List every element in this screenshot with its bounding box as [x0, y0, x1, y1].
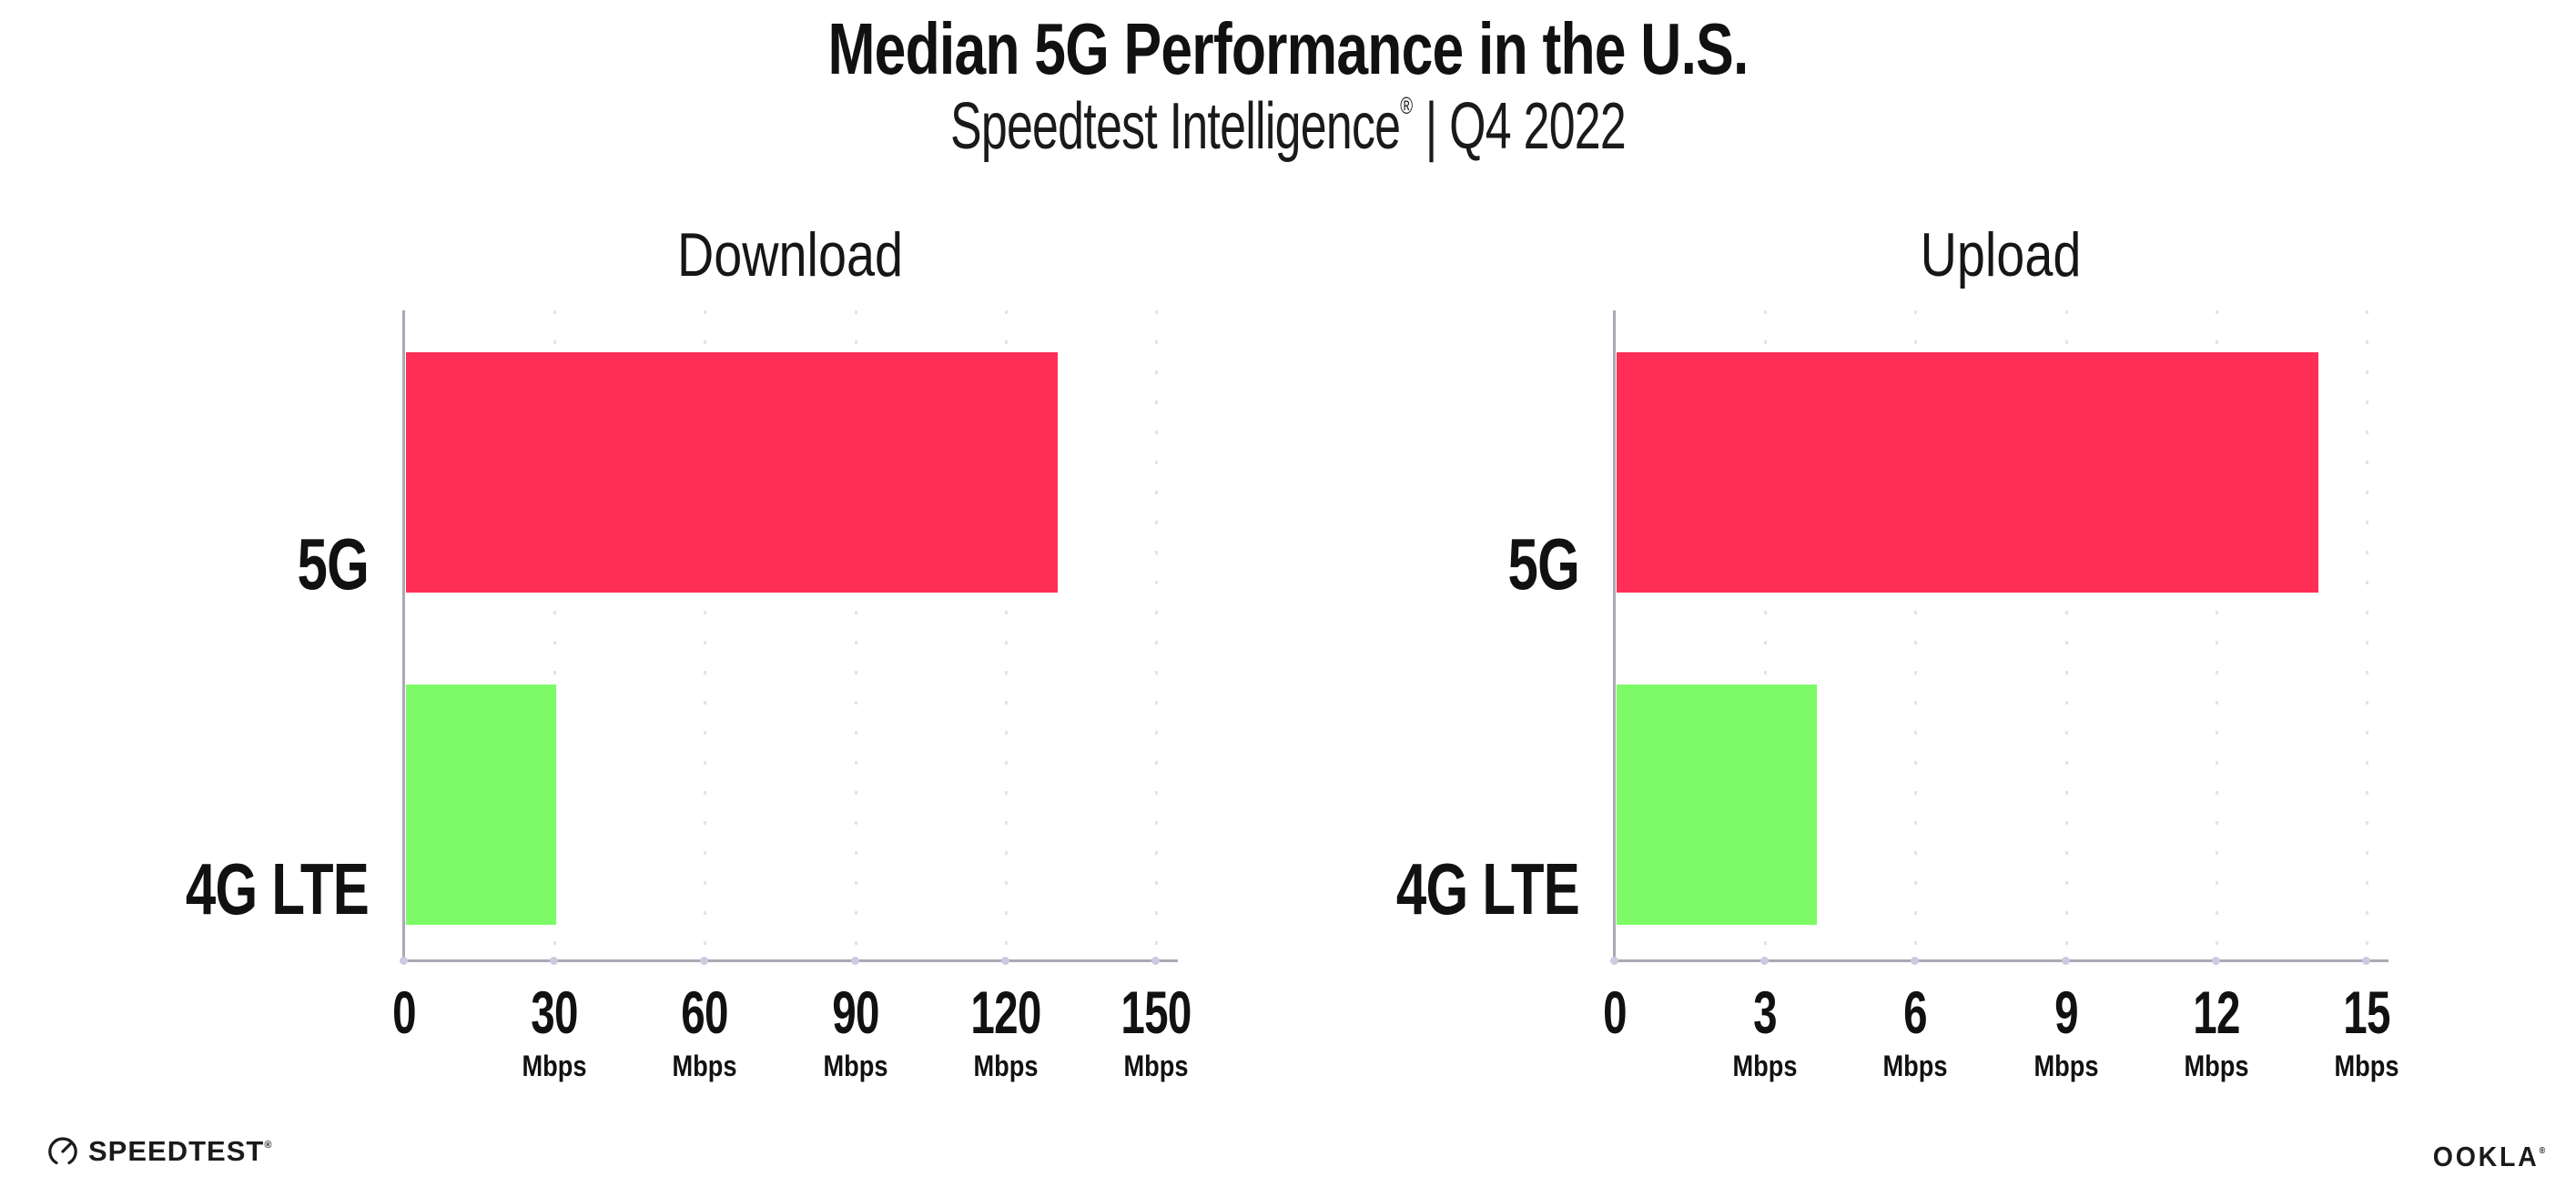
gridline [553, 310, 557, 960]
x-axis-line [1613, 959, 2388, 962]
gridline [1155, 310, 1158, 960]
x-axis-tick-dot [700, 957, 709, 965]
subtitle-brand: Speedtest Intelligence [949, 90, 1401, 163]
bar-5g-upload [1617, 352, 2318, 593]
x-tick-unit: Mbps [823, 1050, 888, 1083]
x-tick-label: 150 [1121, 979, 1192, 1046]
x-axis-line [402, 959, 1178, 962]
x-axis-tick-dot [1760, 957, 1770, 965]
x-tick-label: 6 [1903, 979, 1928, 1046]
download-chart: Download 5G 4G LTE 0 30 Mbps 60 Mbps 90 Mbps 120… [91, 218, 1220, 1129]
x-axis-tick-dot [1610, 957, 1618, 965]
x-tick-unit: Mbps [1882, 1050, 1948, 1083]
x-tick: 0 [320, 979, 488, 1046]
x-axis-tick-dot [1911, 957, 1920, 965]
registered-mark-icon: ® [2539, 1146, 2545, 1156]
speedtest-logo: SPEEDTEST® [47, 1135, 271, 1168]
x-tick-label: 0 [392, 979, 416, 1046]
category-axis: 5G 4G LTE [91, 218, 370, 1129]
x-tick-label: 3 [1753, 979, 1778, 1046]
x-tick: 30 Mbps [471, 979, 638, 1083]
x-axis-tick-dot [1000, 957, 1009, 965]
gridline [1914, 310, 1918, 960]
x-axis-tick-dot [2061, 957, 2070, 965]
speedtest-wordmark: SPEEDTEST® [88, 1135, 271, 1168]
x-tick-unit: Mbps [2184, 1050, 2249, 1083]
gridline [2064, 310, 2068, 960]
x-tick: 150 Mbps [1072, 979, 1240, 1083]
chart-title-upload: Upload [1920, 220, 2082, 289]
category-axis: 5G 4G LTE [1302, 218, 1580, 1129]
x-axis-tick-dot [1151, 957, 1160, 965]
x-axis-tick-dot [2211, 957, 2220, 965]
x-axis-tick-labels: 0 3 Mbps 6 Mbps 9 Mbps 12 Mbps 15 Mbps [1603, 979, 2399, 1127]
registered-mark-icon: ® [264, 1140, 272, 1151]
x-tick-label: 120 [970, 979, 1041, 1046]
x-tick: 12 Mbps [2133, 979, 2300, 1083]
subtitle-quarter: | Q4 2022 [1413, 90, 1627, 163]
x-axis-tick-labels: 0 30 Mbps 60 Mbps 90 Mbps 120 Mbps 150 Mbps [392, 979, 1192, 1127]
x-tick-label: 9 [2054, 979, 2078, 1046]
gridline [1004, 310, 1008, 960]
registered-mark-icon: ® [1400, 92, 1414, 119]
x-tick-label: 90 [831, 979, 879, 1046]
category-label-4g-lte: 4G LTE [185, 848, 370, 929]
x-tick-label: 15 [2343, 979, 2390, 1046]
category-label-4g-lte: 4G LTE [1395, 848, 1580, 929]
x-tick-label: 0 [1603, 979, 1627, 1046]
plot-area [1610, 310, 2388, 965]
bar-4g-lte-download [406, 685, 556, 925]
x-tick-unit: Mbps [2334, 1050, 2399, 1083]
upload-chart: Upload 5G 4G LTE 0 3 Mbps 6 Mbps 9 Mbps 12 Mbps 15… [1302, 218, 2430, 1129]
x-tick-unit: Mbps [522, 1050, 587, 1083]
gridline [854, 310, 857, 960]
speedtest-text: SPEEDTEST [88, 1135, 265, 1167]
category-label-5g: 5G [1507, 523, 1579, 604]
x-tick-label: 60 [681, 979, 729, 1046]
x-tick: 9 Mbps [1983, 979, 2150, 1083]
x-tick: 15 Mbps [2283, 979, 2450, 1083]
x-tick: 60 Mbps [621, 979, 788, 1083]
bar-5g-download [406, 352, 1058, 593]
category-label-5g: 5G [297, 523, 369, 604]
x-tick: 90 Mbps [772, 979, 939, 1083]
y-axis-line [402, 310, 405, 960]
chart-title-download: Download [677, 220, 903, 289]
bar-4g-lte-upload [1617, 685, 1817, 925]
gridline [1764, 310, 1768, 960]
page-title: Median 5G Performance in the U.S. [827, 8, 1749, 89]
ookla-text: OOKLA [2432, 1141, 2540, 1172]
x-tick-unit: Mbps [2033, 1050, 2099, 1083]
page-subtitle: Speedtest Intelligence® | Q4 2022 [360, 90, 2216, 163]
gridline [704, 310, 707, 960]
x-axis-tick-dot [400, 957, 408, 965]
gridline [2215, 310, 2218, 960]
x-tick-unit: Mbps [973, 1050, 1039, 1083]
x-axis-tick-dot [2362, 957, 2370, 965]
x-axis-tick-dot [850, 957, 859, 965]
x-tick-unit: Mbps [672, 1050, 737, 1083]
speedtest-gauge-icon [47, 1136, 78, 1167]
x-tick-label: 30 [531, 979, 578, 1046]
x-axis-tick-dot [550, 957, 559, 965]
x-tick-unit: Mbps [1732, 1050, 1798, 1083]
gridline [2366, 310, 2368, 960]
y-axis-line [1613, 310, 1616, 960]
x-tick-label: 12 [2193, 979, 2240, 1046]
x-tick: 0 [1531, 979, 1699, 1046]
x-tick: 6 Mbps [1831, 979, 1999, 1083]
plot-area [400, 310, 1178, 965]
x-tick: 120 Mbps [922, 979, 1090, 1083]
ookla-logo: OOKLA® [2432, 1141, 2545, 1173]
x-tick-unit: Mbps [1123, 1050, 1189, 1083]
x-tick: 3 Mbps [1681, 979, 1849, 1083]
